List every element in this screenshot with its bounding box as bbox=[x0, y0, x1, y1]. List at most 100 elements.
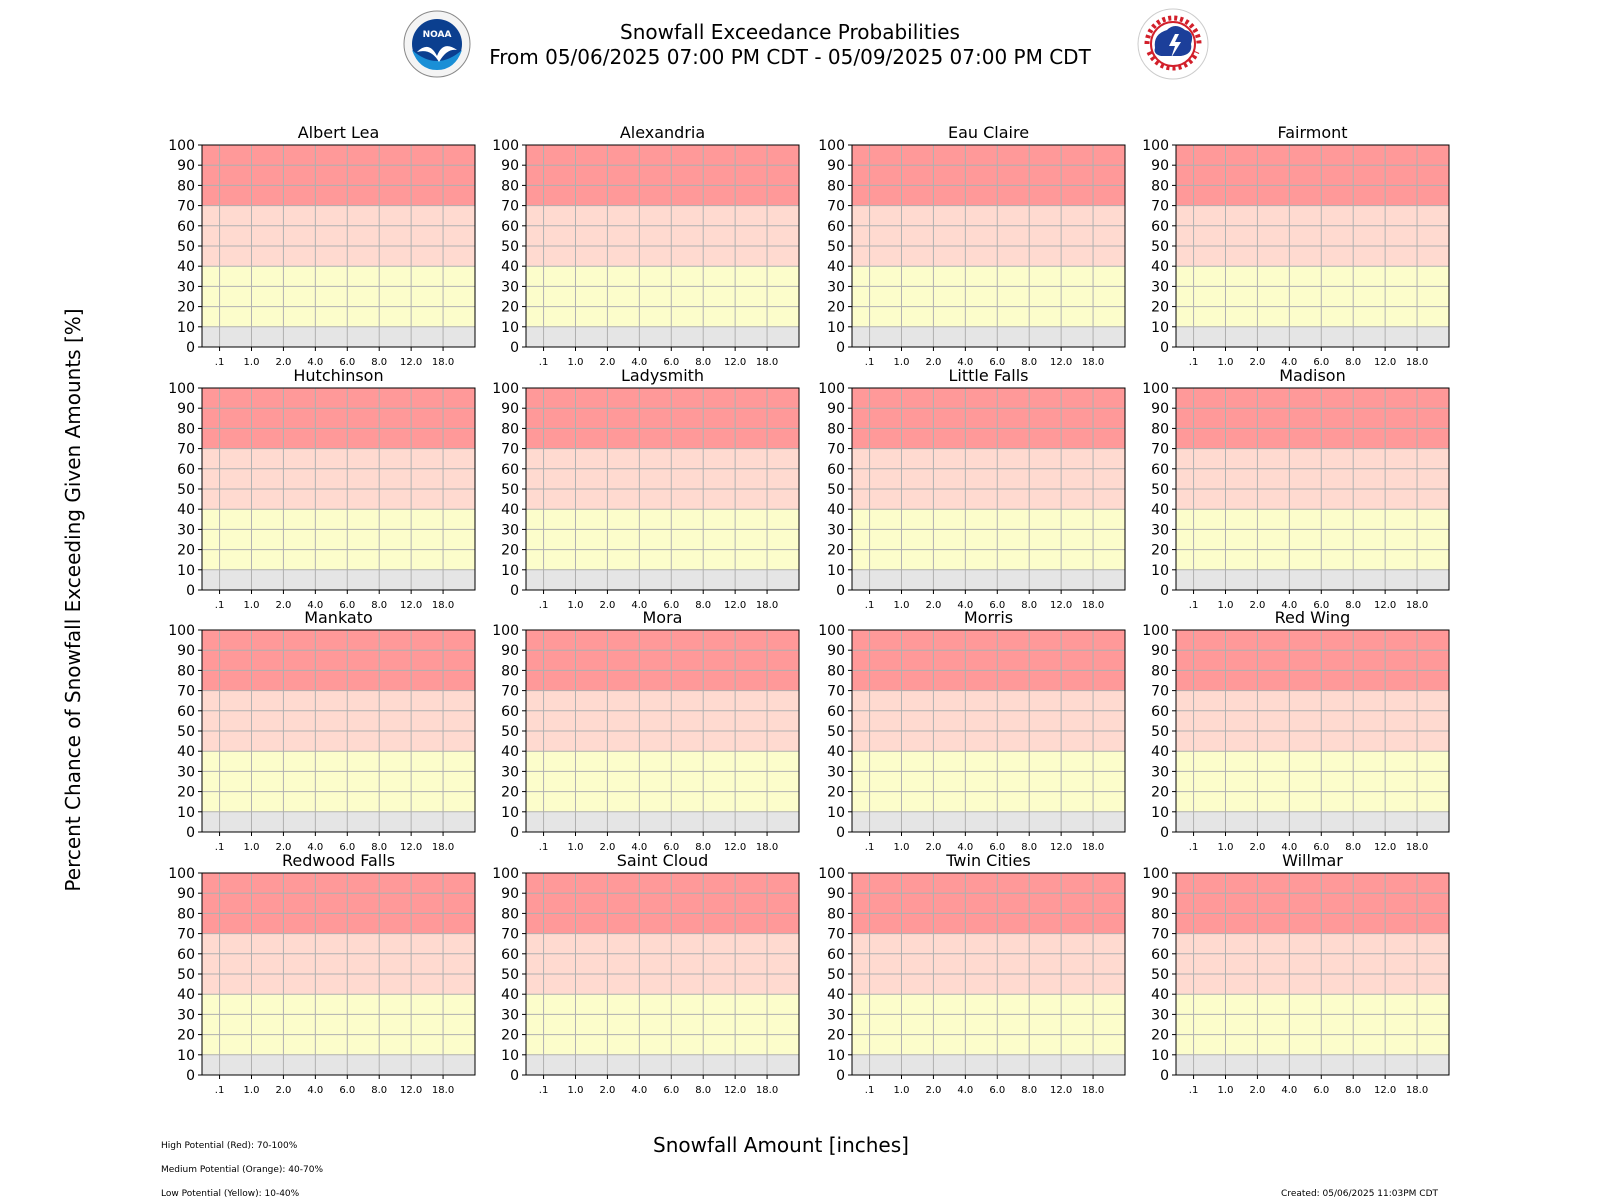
x-tick-label: .1 bbox=[1189, 357, 1199, 368]
y-tick-label: 80 bbox=[827, 906, 845, 922]
band-low-potential bbox=[202, 266, 475, 327]
panel-title: Eau Claire bbox=[948, 123, 1029, 142]
x-tick-label: 4.0 bbox=[631, 357, 647, 368]
band-high-potential bbox=[202, 630, 475, 691]
band-low-potential bbox=[526, 266, 799, 327]
y-tick-label: 70 bbox=[177, 684, 195, 700]
y-tick-label: 30 bbox=[1151, 764, 1169, 780]
y-tick-label: 10 bbox=[501, 320, 519, 336]
y-tick-label: 50 bbox=[1151, 967, 1169, 983]
y-tick-label: 10 bbox=[177, 805, 195, 821]
y-tick-label: 10 bbox=[177, 563, 195, 579]
x-tick-label: 2.0 bbox=[925, 357, 941, 368]
y-tick-label: 30 bbox=[501, 1007, 519, 1023]
band-medium-potential bbox=[526, 690, 799, 752]
y-tick-label: 20 bbox=[177, 785, 195, 801]
panel-eau-claire: 0 10 20 30 40 50 60 70 80 90 100 .1 1.0 2.0 4.0 6.0 8.0 1… bbox=[818, 123, 1126, 368]
x-tick-label: 12.0 bbox=[400, 357, 422, 368]
x-tick-label: 18.0 bbox=[1082, 600, 1104, 611]
y-tick-label: 60 bbox=[827, 947, 845, 963]
panel-title: Redwood Falls bbox=[282, 851, 395, 870]
panel-mankato: 0 10 20 30 40 50 60 70 80 90 100 .1 1.0 2.0 4.0 6.0 8.0 1… bbox=[168, 608, 476, 853]
x-tick-label: .1 bbox=[865, 357, 875, 368]
y-tick-label: 70 bbox=[501, 684, 519, 700]
x-tick-label: .1 bbox=[539, 842, 549, 853]
y-tick-label: 80 bbox=[501, 178, 519, 194]
y-tick-label: 0 bbox=[836, 1068, 845, 1084]
x-tick-label: 2.0 bbox=[925, 842, 941, 853]
y-tick-label: 60 bbox=[1151, 462, 1169, 478]
x-tick-label: 8.0 bbox=[371, 842, 387, 853]
band-high-potential bbox=[526, 630, 799, 691]
y-tick-label: 70 bbox=[827, 927, 845, 943]
x-tick-label: 12.0 bbox=[1374, 600, 1396, 611]
panel-title: Ladysmith bbox=[621, 366, 704, 385]
x-tick-label: 1.0 bbox=[894, 842, 910, 853]
panel-hutchinson: 0 10 20 30 40 50 60 70 80 90 100 .1 1.0 2.0 4.0 6.0 8.0 1… bbox=[168, 366, 476, 611]
panel-redwood-falls: 0 10 20 30 40 50 60 70 80 90 100 .1 1.0 2.0 4.0 6.0 8.0 1… bbox=[168, 851, 476, 1096]
y-tick-label: 20 bbox=[501, 543, 519, 559]
y-tick-label: 50 bbox=[501, 482, 519, 498]
band-medium-potential bbox=[526, 205, 799, 267]
x-tick-label: 12.0 bbox=[1050, 842, 1072, 853]
x-tick-label: 8.0 bbox=[1345, 357, 1361, 368]
y-tick-label: 0 bbox=[836, 583, 845, 599]
y-tick-label: 80 bbox=[501, 421, 519, 437]
y-tick-label: 100 bbox=[492, 623, 519, 639]
x-tick-label: 12.0 bbox=[1374, 357, 1396, 368]
x-tick-label: 8.0 bbox=[1021, 357, 1037, 368]
x-tick-label: 4.0 bbox=[631, 600, 647, 611]
x-tick-label: 1.0 bbox=[568, 600, 584, 611]
panel-ladysmith: 0 10 20 30 40 50 60 70 80 90 100 .1 1.0 2.0 4.0 6.0 8.0 1… bbox=[492, 366, 800, 611]
y-tick-label: 40 bbox=[177, 502, 195, 518]
x-tick-label: 1.0 bbox=[1218, 357, 1234, 368]
x-tick-label: 2.0 bbox=[925, 1085, 941, 1096]
x-tick-label: 8.0 bbox=[371, 1085, 387, 1096]
x-tick-label: .1 bbox=[865, 600, 875, 611]
y-tick-label: 60 bbox=[1151, 947, 1169, 963]
x-tick-label: 6.0 bbox=[339, 600, 355, 611]
y-tick-label: 30 bbox=[1151, 522, 1169, 538]
x-tick-label: 1.0 bbox=[568, 357, 584, 368]
y-tick-label: 30 bbox=[177, 1007, 195, 1023]
y-tick-label: 60 bbox=[827, 704, 845, 720]
panel-madison: 0 10 20 30 40 50 60 70 80 90 100 .1 1.0 2.0 4.0 6.0 8.0 1… bbox=[1142, 366, 1450, 611]
y-tick-label: 70 bbox=[177, 442, 195, 458]
y-tick-label: 50 bbox=[177, 239, 195, 255]
noaa-logo-icon: NOAA bbox=[403, 10, 471, 78]
y-tick-label: 60 bbox=[501, 704, 519, 720]
band-low-potential bbox=[852, 994, 1125, 1055]
x-tick-label: 18.0 bbox=[1082, 842, 1104, 853]
y-tick-label: 50 bbox=[827, 482, 845, 498]
y-tick-label: 100 bbox=[818, 866, 845, 882]
x-tick-label: 12.0 bbox=[400, 1085, 422, 1096]
x-tick-label: .1 bbox=[865, 842, 875, 853]
y-tick-label: 100 bbox=[1142, 623, 1169, 639]
y-tick-label: 30 bbox=[827, 522, 845, 538]
y-tick-label: 20 bbox=[177, 543, 195, 559]
x-tick-label: .1 bbox=[539, 1085, 549, 1096]
y-tick-label: 20 bbox=[827, 785, 845, 801]
y-tick-label: 90 bbox=[177, 886, 195, 902]
y-tick-label: 40 bbox=[501, 502, 519, 518]
y-tick-label: 100 bbox=[492, 381, 519, 397]
y-tick-label: 20 bbox=[177, 300, 195, 316]
legend-medium-note: Medium Potential (Orange): 40-70% bbox=[161, 1165, 324, 1175]
y-tick-label: 80 bbox=[177, 421, 195, 437]
x-tick-label: 4.0 bbox=[957, 842, 973, 853]
x-tick-label: 2.0 bbox=[1249, 1085, 1265, 1096]
x-tick-label: 2.0 bbox=[1249, 842, 1265, 853]
y-tick-label: 20 bbox=[827, 1028, 845, 1044]
x-tick-label: 4.0 bbox=[957, 600, 973, 611]
y-tick-label: 60 bbox=[501, 219, 519, 235]
x-tick-label: 18.0 bbox=[1406, 357, 1428, 368]
y-tick-label: 70 bbox=[501, 927, 519, 943]
panel-alexandria: 0 10 20 30 40 50 60 70 80 90 100 .1 1.0 2.0 4.0 6.0 8.0 1… bbox=[492, 123, 800, 368]
x-tick-label: 4.0 bbox=[631, 1085, 647, 1096]
x-tick-label: 6.0 bbox=[339, 842, 355, 853]
x-tick-label: 1.0 bbox=[244, 1085, 260, 1096]
y-tick-label: 90 bbox=[1151, 886, 1169, 902]
y-tick-label: 80 bbox=[827, 421, 845, 437]
y-tick-label: 40 bbox=[827, 259, 845, 275]
x-tick-label: 6.0 bbox=[339, 1085, 355, 1096]
